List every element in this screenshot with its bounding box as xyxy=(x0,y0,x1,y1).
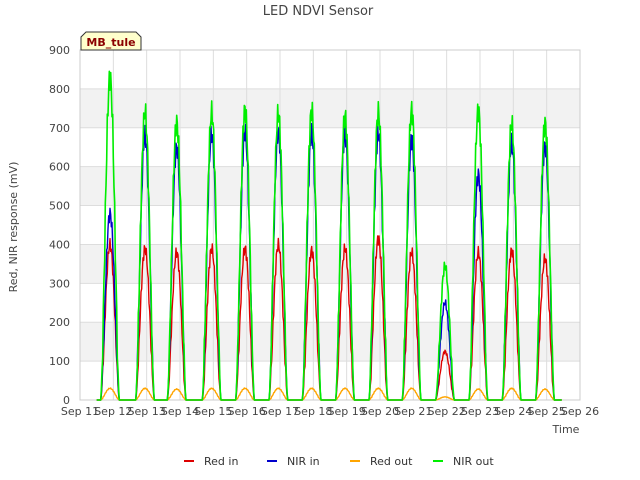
series-line-nir-out xyxy=(96,70,562,401)
x-axis-title: Time xyxy=(552,423,580,436)
y-tick-label: 600 xyxy=(49,161,70,174)
y-tick-label: 0 xyxy=(63,394,70,407)
y-axis: 0 100 200 300 400 500 600 700 800 900 xyxy=(49,44,70,407)
y-tick-label: 700 xyxy=(49,122,70,135)
x-tick-label: Sep 23 xyxy=(461,405,499,418)
legend-label: NIR in xyxy=(287,455,320,468)
x-tick-label: Sep 12 xyxy=(94,405,132,418)
x-tick-label: Sep 21 xyxy=(394,405,432,418)
y-tick-label: 400 xyxy=(49,238,70,251)
x-tick-label: Sep 22 xyxy=(428,405,466,418)
y-tick-label: 800 xyxy=(49,83,70,96)
legend: Red in NIR in Red out NIR out xyxy=(184,455,494,468)
x-tick-label: Sep 15 xyxy=(194,405,232,418)
plot-band xyxy=(80,166,580,206)
x-tick-label: Sep 25 xyxy=(528,405,566,418)
site-badge-label: MB_tule xyxy=(86,36,135,49)
plot-band xyxy=(80,88,580,128)
y-tick-label: 100 xyxy=(49,355,70,368)
legend-label: NIR out xyxy=(453,455,494,468)
x-tick-label: Sep 26 xyxy=(561,405,599,418)
x-tick-label: Sep 24 xyxy=(494,405,532,418)
plot-band xyxy=(80,322,580,362)
y-axis-title: Red, NIR response (mV) xyxy=(7,162,20,293)
y-tick-label: 900 xyxy=(49,44,70,57)
x-tick-label: Sep 19 xyxy=(328,405,366,418)
legend-label: Red in xyxy=(204,455,238,468)
grid-lines xyxy=(79,49,581,401)
plot-background xyxy=(80,50,580,400)
y-tick-label: 200 xyxy=(49,316,70,329)
site-badge: MB_tule xyxy=(80,31,142,51)
x-tick-label: Sep 14 xyxy=(161,405,199,418)
chart-title: LED NDVI Sensor xyxy=(263,4,374,19)
series-layer xyxy=(96,70,562,401)
x-tick-label: Sep 18 xyxy=(294,405,332,418)
x-tick-label: Sep 17 xyxy=(261,405,299,418)
x-tick-label: Sep 11 xyxy=(61,405,99,418)
x-tick-label: Sep 16 xyxy=(228,405,266,418)
plot-band xyxy=(80,244,580,284)
x-tick-label: Sep 13 xyxy=(128,405,166,418)
y-tick-label: 500 xyxy=(49,200,70,213)
x-tick-label: Sep 20 xyxy=(361,405,399,418)
y-tick-label: 300 xyxy=(49,277,70,290)
legend-label: Red out xyxy=(370,455,413,468)
